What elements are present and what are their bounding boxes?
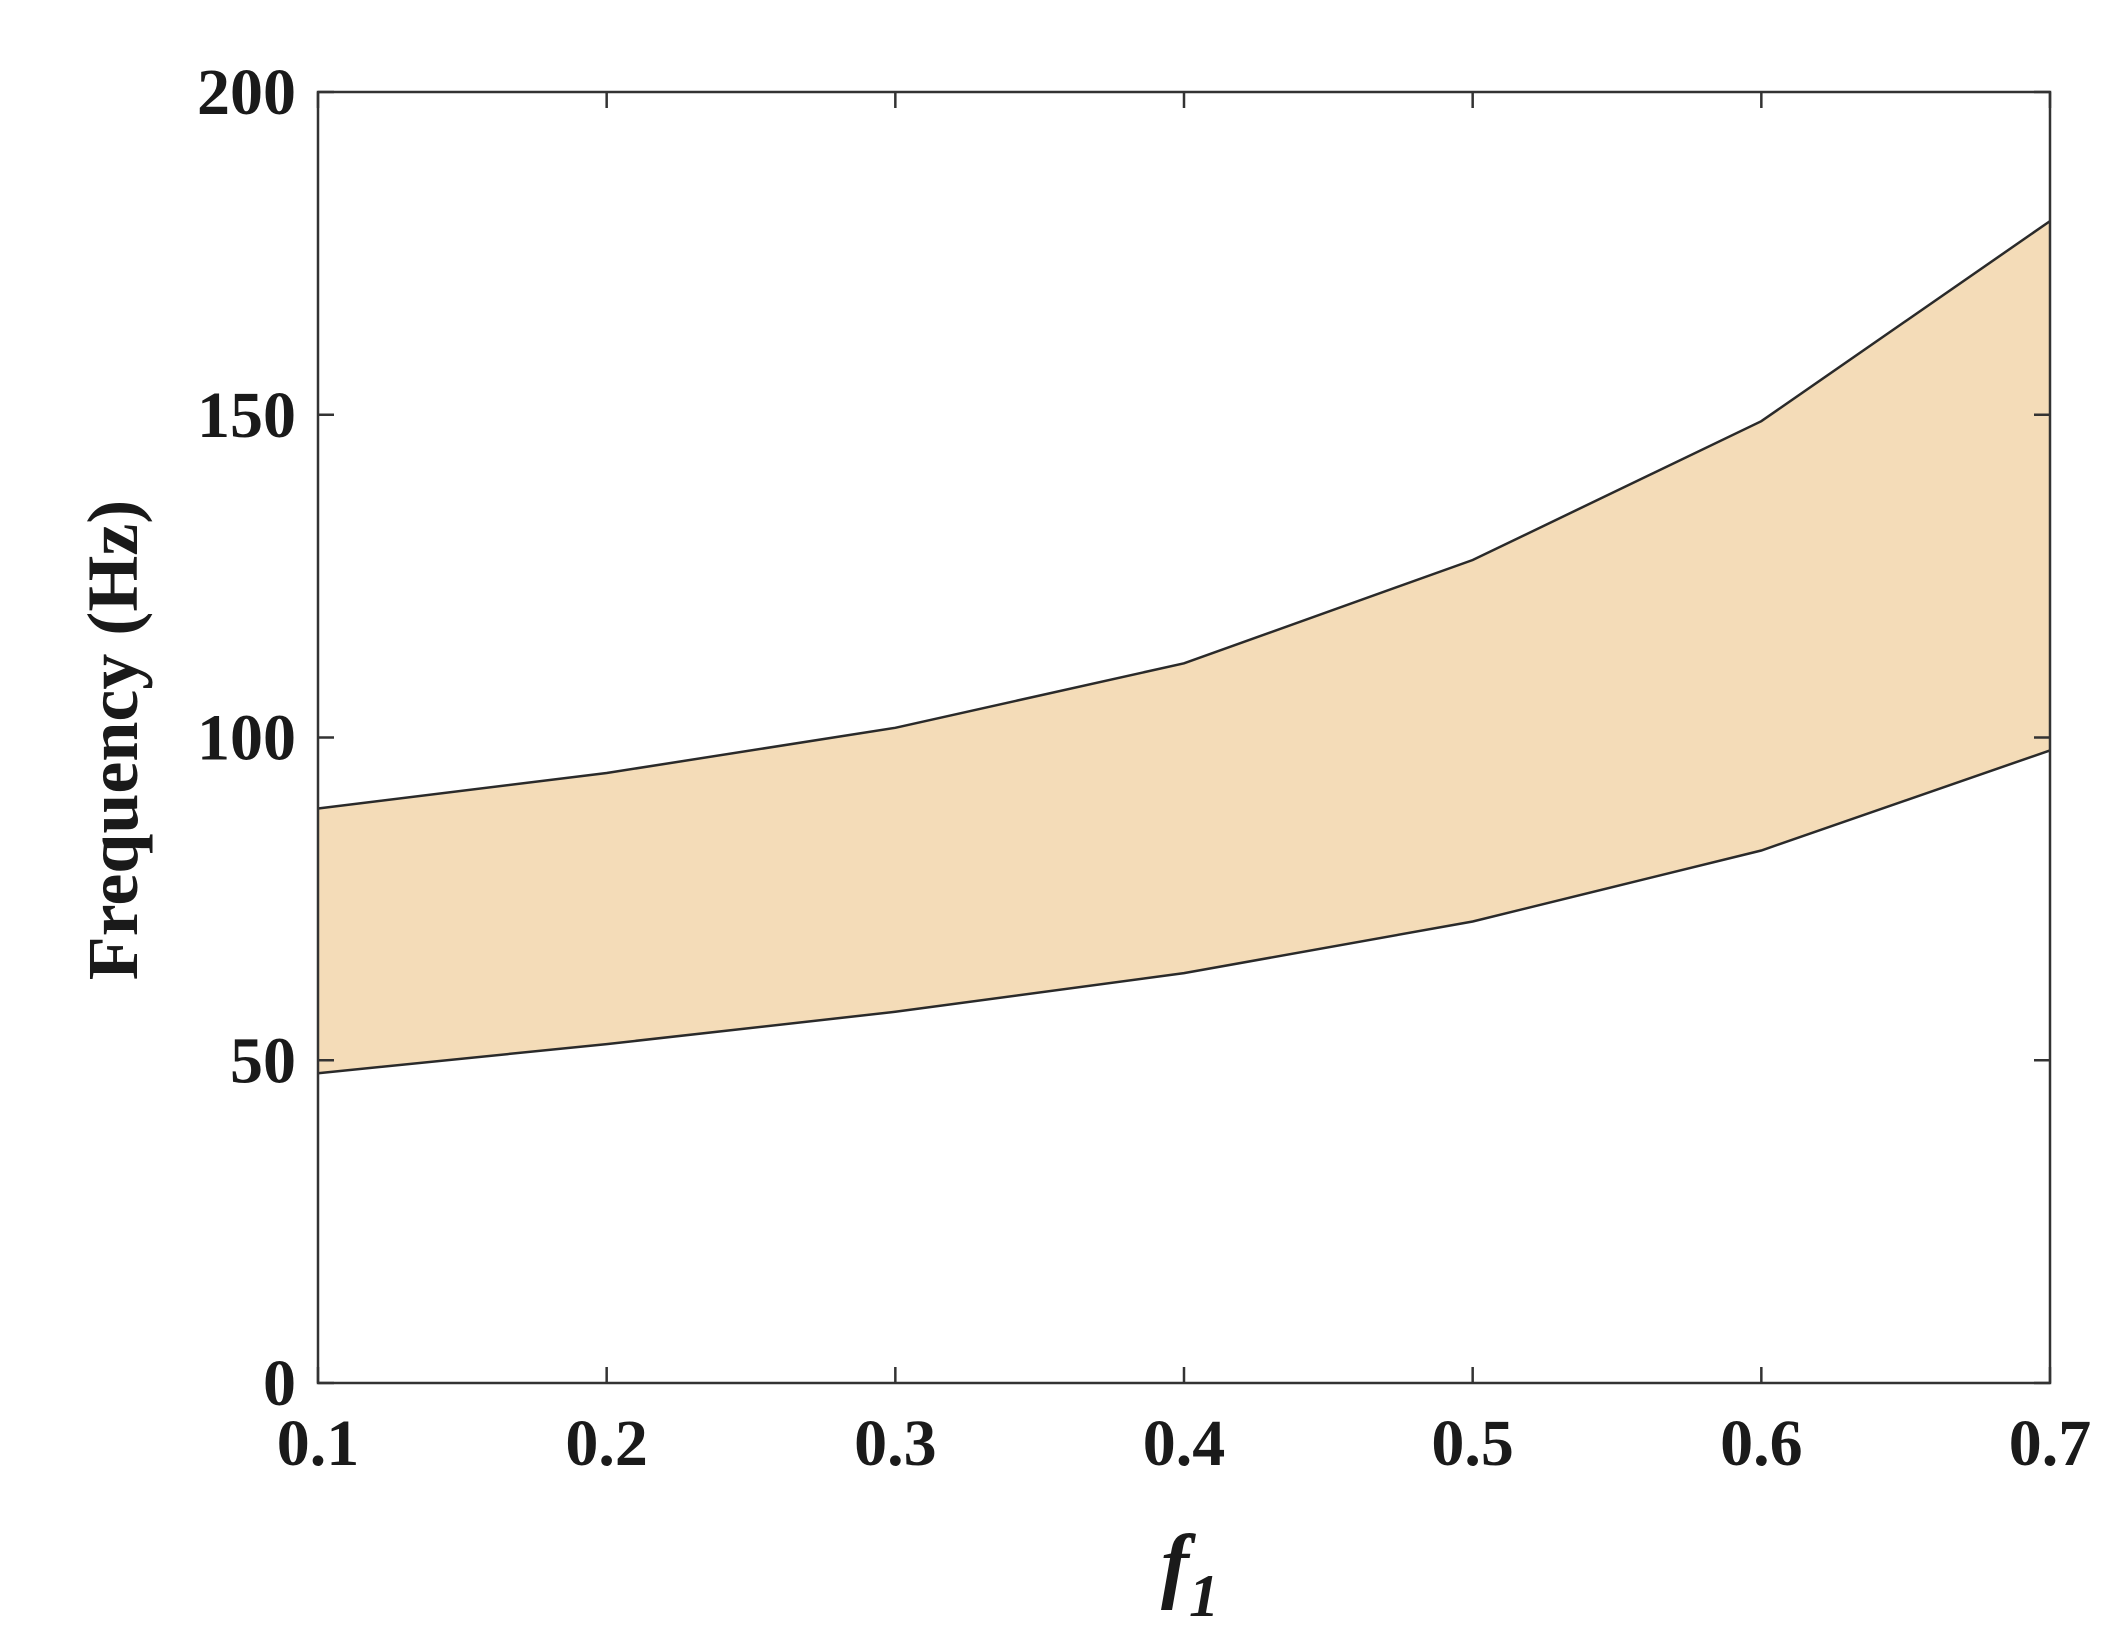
y-tick-label: 50	[230, 1024, 296, 1097]
y-tick-label: 150	[197, 379, 296, 452]
x-axis-label-subscript: 1	[1189, 1563, 1219, 1628]
y-axis-label: Frequency (Hz)	[73, 500, 153, 981]
x-tick-label: 0.7	[2009, 1407, 2092, 1480]
lower-bound-line	[317, 749, 2051, 1075]
x-tick-label: 0.5	[1431, 1407, 1514, 1480]
x-axis-label: f1	[1161, 1518, 1219, 1628]
upper-bound-line	[317, 220, 2051, 810]
x-tick-label: 0.3	[854, 1407, 937, 1480]
x-axis: 0.1 0.2 0.3 0.4 0.5 0.6 0.7	[277, 92, 2092, 1480]
y-tick-label: 200	[197, 56, 296, 129]
y-axis: 0 50 100 150 200	[197, 56, 2050, 1420]
x-tick-label: 0.4	[1143, 1407, 1226, 1480]
x-tick-label: 0.1	[277, 1407, 360, 1480]
x-tick-label: 0.6	[1720, 1407, 1803, 1480]
band-fill	[318, 221, 2050, 1074]
plot-area	[316, 90, 2052, 1385]
y-tick-label: 0	[263, 1347, 296, 1420]
y-tick-label: 100	[197, 702, 296, 775]
x-tick-label: 0.2	[565, 1407, 648, 1480]
